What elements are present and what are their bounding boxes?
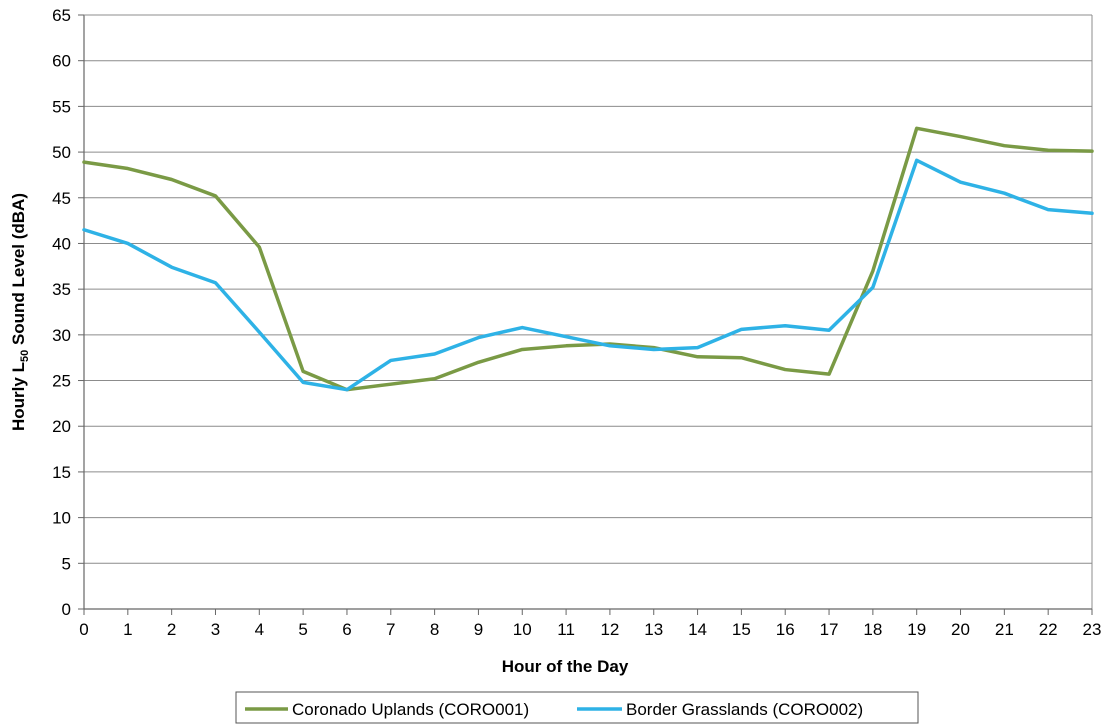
x-tick-label-18: 18 bbox=[863, 620, 882, 639]
y-axis-title-subscript: 50 bbox=[19, 350, 31, 362]
y-tick-label-5: 5 bbox=[62, 554, 71, 573]
y-tick-label-25: 25 bbox=[52, 372, 71, 391]
x-tick-label-19: 19 bbox=[907, 620, 926, 639]
y-tick-label-45: 45 bbox=[52, 189, 71, 208]
y-tick-labels: 0 5 10 15 20 25 30 35 40 45 50 55 60 65 bbox=[52, 6, 71, 619]
y-tick-label-35: 35 bbox=[52, 280, 71, 299]
axes bbox=[78, 14, 1093, 615]
x-tick-label-21: 21 bbox=[995, 620, 1014, 639]
x-tick-label-15: 15 bbox=[732, 620, 751, 639]
x-tick-label-16: 16 bbox=[776, 620, 795, 639]
series-line-coronado-uplands bbox=[82, 126, 1094, 392]
series-line-border-grasslands bbox=[82, 158, 1094, 392]
x-tick-label-17: 17 bbox=[820, 620, 839, 639]
y-tick-label-65: 65 bbox=[52, 6, 71, 25]
x-tick-label-0: 0 bbox=[79, 620, 88, 639]
y-tick-label-40: 40 bbox=[52, 234, 71, 253]
x-tick-label-14: 14 bbox=[688, 620, 707, 639]
y-tick-label-10: 10 bbox=[52, 509, 71, 528]
y-axis-title-suffix: Sound Level (dBA) bbox=[9, 193, 28, 350]
x-tick-label-9: 9 bbox=[474, 620, 483, 639]
x-tick-label-3: 3 bbox=[211, 620, 220, 639]
y-tick-label-50: 50 bbox=[52, 143, 71, 162]
x-tick-label-20: 20 bbox=[951, 620, 970, 639]
legend-label-coronado-uplands: Coronado Uplands (CORO001) bbox=[292, 700, 529, 719]
y-axis-title: Hourly L50 Sound Level (dBA) bbox=[9, 193, 31, 431]
x-tick-label-13: 13 bbox=[644, 620, 663, 639]
series-lines bbox=[82, 126, 1094, 392]
x-tick-label-4: 4 bbox=[255, 620, 264, 639]
x-tick-label-11: 11 bbox=[557, 620, 575, 639]
x-tick-label-1: 1 bbox=[123, 620, 132, 639]
y-tick-label-30: 30 bbox=[52, 326, 71, 345]
x-tick-label-12: 12 bbox=[600, 620, 619, 639]
x-tick-label-7: 7 bbox=[386, 620, 395, 639]
x-tick-label-23: 23 bbox=[1083, 620, 1102, 639]
legend-label-border-grasslands: Border Grasslands (CORO002) bbox=[626, 700, 863, 719]
y-tick-label-55: 55 bbox=[52, 97, 71, 116]
y-tick-label-60: 60 bbox=[52, 52, 71, 71]
x-tick-label-5: 5 bbox=[298, 620, 307, 639]
x-tick-label-22: 22 bbox=[1039, 620, 1058, 639]
x-axis-title: Hour of the Day bbox=[502, 657, 629, 676]
legend: Coronado Uplands (CORO001) Border Grassl… bbox=[235, 691, 919, 724]
gridlines bbox=[84, 14, 1092, 564]
x-tick-labels: 0 1 2 3 4 5 6 7 8 9 10 11 12 13 14 15 16 17 18 19 20 21 22 23 bbox=[79, 620, 1101, 639]
x-tick-label-8: 8 bbox=[430, 620, 439, 639]
y-tick-label-0: 0 bbox=[62, 600, 71, 619]
y-axis-title-prefix: Hourly L bbox=[9, 362, 28, 431]
y-tick-label-20: 20 bbox=[52, 417, 71, 436]
x-tick-label-2: 2 bbox=[167, 620, 176, 639]
x-tick-label-10: 10 bbox=[513, 620, 532, 639]
x-tick-label-6: 6 bbox=[342, 620, 351, 639]
y-tick-label-15: 15 bbox=[52, 463, 71, 482]
